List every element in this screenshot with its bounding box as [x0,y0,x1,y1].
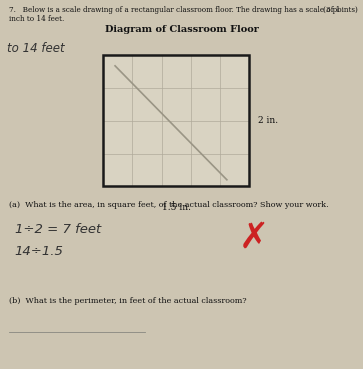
Text: Diagram of Classroom Floor: Diagram of Classroom Floor [105,25,258,34]
Text: 7.   Below is a scale drawing of a rectangular classroom floor. The drawing has : 7. Below is a scale drawing of a rectang… [9,6,340,14]
Text: ✗: ✗ [239,221,269,255]
Bar [103,55,249,186]
Text: 14÷1.5: 14÷1.5 [15,245,64,258]
Text: (a)  What is the area, in square feet, of the actual classroom? Show your work.: (a) What is the area, in square feet, of… [9,201,329,209]
Text: to 14 feet: to 14 feet [7,42,65,55]
Text: 2 in.: 2 in. [258,116,278,125]
Text: inch to 14 feet.: inch to 14 feet. [9,15,64,24]
Text: 1.5 in.: 1.5 in. [162,203,191,212]
Bar [103,55,249,186]
Text: (b)  What is the perimeter, in feet of the actual classroom?: (b) What is the perimeter, in feet of th… [9,297,247,305]
Text: 1÷2 = 7 feet: 1÷2 = 7 feet [15,223,101,236]
Text: (3 points): (3 points) [323,6,358,14]
